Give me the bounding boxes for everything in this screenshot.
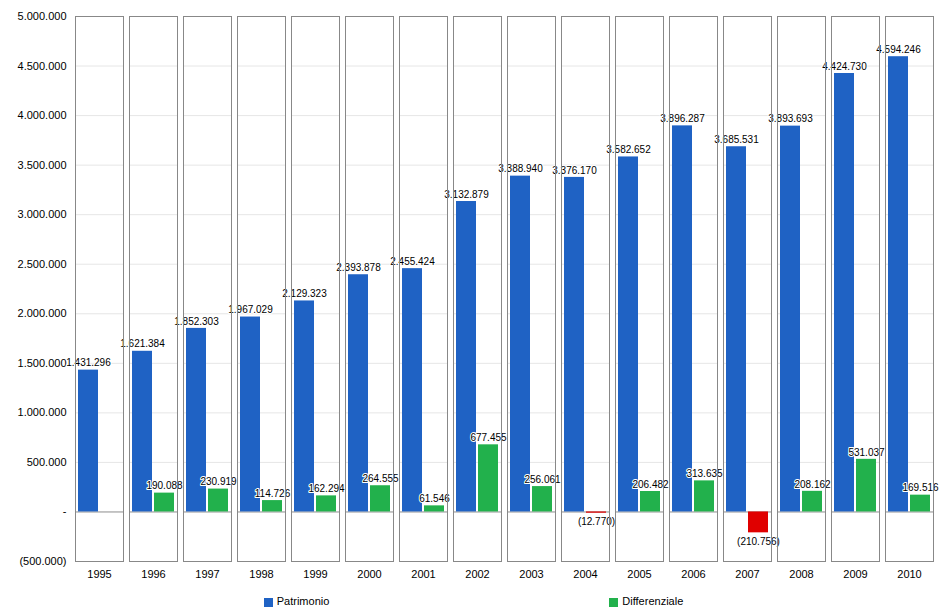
svg-text:1997: 1997 xyxy=(195,568,219,580)
svg-text:3.685.531: 3.685.531 xyxy=(714,134,759,145)
svg-text:2.500.000: 2.500.000 xyxy=(18,258,67,270)
svg-text:4.424.730: 4.424.730 xyxy=(822,61,867,72)
svg-text:3.000.000: 3.000.000 xyxy=(18,208,67,220)
svg-text:4.594.246: 4.594.246 xyxy=(876,44,921,55)
svg-text:230.919: 230.919 xyxy=(200,476,237,488)
svg-text:3.896.287: 3.896.287 xyxy=(660,113,705,124)
svg-text:1.621.384: 1.621.384 xyxy=(120,338,165,349)
svg-text:114.726: 114.726 xyxy=(254,487,291,499)
svg-text:(12.770): (12.770) xyxy=(577,516,616,528)
svg-text:3.132.879: 3.132.879 xyxy=(444,189,489,200)
svg-text:5.000.000: 5.000.000 xyxy=(18,10,67,22)
svg-text:190.088: 190.088 xyxy=(146,480,183,492)
html-text:Patrimonio: Patrimonio xyxy=(276,595,330,607)
svg-text:3.376.170: 3.376.170 xyxy=(552,165,597,176)
svg-text:4.000.000: 4.000.000 xyxy=(18,109,67,121)
svg-text:3.582.652: 3.582.652 xyxy=(606,144,651,155)
svg-text:531.037: 531.037 xyxy=(848,446,885,458)
svg-text:2007: 2007 xyxy=(735,568,759,580)
svg-text:1.967.029: 1.967.029 xyxy=(228,304,273,315)
svg-text:2004: 2004 xyxy=(573,568,597,580)
svg-text:2000: 2000 xyxy=(357,568,381,580)
svg-text:2005: 2005 xyxy=(627,568,651,580)
svg-text:1.852.303: 1.852.303 xyxy=(174,316,219,327)
svg-text:3.388.940: 3.388.940 xyxy=(498,163,543,174)
svg-text:4.500.000: 4.500.000 xyxy=(18,60,67,72)
svg-text:169.516: 169.516 xyxy=(902,482,939,494)
svg-text:2002: 2002 xyxy=(465,568,489,580)
svg-text:3.893.693: 3.893.693 xyxy=(768,113,813,124)
svg-text:61.546: 61.546 xyxy=(419,493,450,504)
svg-text:206.482: 206.482 xyxy=(632,478,669,490)
svg-text:677.455: 677.455 xyxy=(470,432,507,443)
svg-text:2001: 2001 xyxy=(411,568,435,580)
svg-text:2009: 2009 xyxy=(843,568,867,580)
svg-text:2.129.323: 2.129.323 xyxy=(282,288,327,299)
svg-text:1998: 1998 xyxy=(249,568,273,580)
html-text:Differenziale: Differenziale xyxy=(622,595,684,607)
svg-text:1996: 1996 xyxy=(141,568,165,580)
svg-text:(210.756): (210.756) xyxy=(737,536,780,547)
svg-text:3.500.000: 3.500.000 xyxy=(18,159,67,171)
svg-text:2.393.878: 2.393.878 xyxy=(336,262,381,273)
svg-text:500.000: 500.000 xyxy=(27,456,67,468)
svg-text:-: - xyxy=(63,505,67,517)
svg-text:1.500.000: 1.500.000 xyxy=(18,357,67,369)
svg-text:313.635: 313.635 xyxy=(686,468,723,480)
svg-text:1999: 1999 xyxy=(303,568,327,580)
svg-text:1.000.000: 1.000.000 xyxy=(18,406,67,418)
svg-text:256.061: 256.061 xyxy=(524,473,561,485)
svg-text:1995: 1995 xyxy=(87,568,111,580)
svg-text:2.455.424: 2.455.424 xyxy=(390,256,435,267)
svg-text:1.431.296: 1.431.296 xyxy=(66,357,111,368)
svg-text:2008: 2008 xyxy=(789,568,813,580)
svg-text:208.162: 208.162 xyxy=(794,478,831,490)
svg-text:264.555: 264.555 xyxy=(362,472,399,484)
svg-text:(500.000): (500.000) xyxy=(19,555,66,567)
svg-text:2003: 2003 xyxy=(519,568,543,580)
svg-text:2010: 2010 xyxy=(897,568,921,580)
svg-text:162.294: 162.294 xyxy=(308,483,345,495)
svg-text:2.000.000: 2.000.000 xyxy=(18,307,67,319)
svg-text:2006: 2006 xyxy=(681,568,705,580)
